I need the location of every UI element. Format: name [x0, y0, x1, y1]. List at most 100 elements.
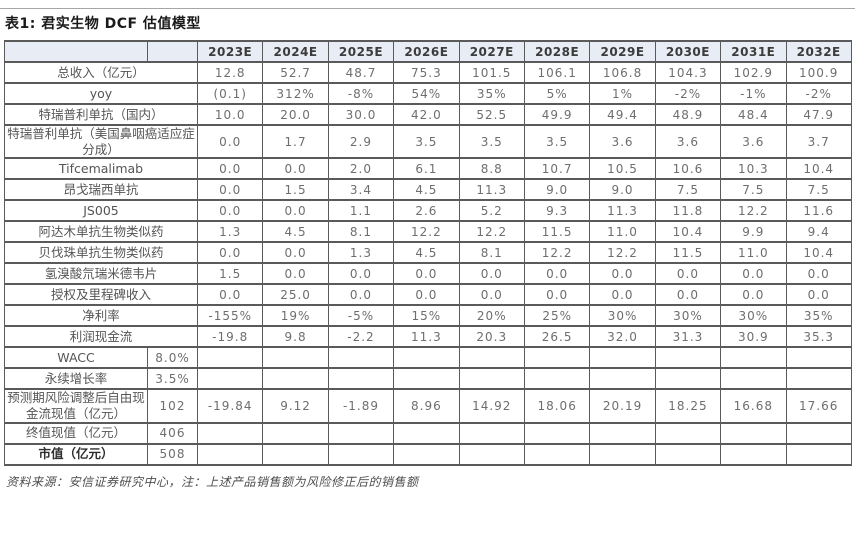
value-cell: 0.0	[196, 199, 264, 223]
value-cell	[196, 346, 264, 370]
value-cell: 0.0	[458, 262, 525, 286]
value-cell: 0.0	[523, 262, 591, 286]
value-cell: 102.9	[720, 61, 787, 84]
value-cell: 25%	[523, 304, 591, 328]
value-cell: 0.0	[458, 283, 525, 307]
value-cell: 0.0	[720, 283, 787, 307]
value-cell: -2%	[785, 82, 852, 105]
value-cell: 48.7	[327, 61, 395, 84]
value-cell: 12.2	[589, 241, 656, 265]
table-row: 阿达木单抗生物类似药 1.3 4.5 8.1 12.2 12.2 11.5 11.0 10.4 9…	[4, 220, 852, 244]
value-cell: 15%	[393, 304, 460, 328]
value-cell: 16.68	[720, 388, 787, 424]
year-header-2023e: 2023E	[196, 40, 264, 63]
value-cell: 0.0	[196, 178, 264, 202]
value-cell: 0.0	[327, 262, 395, 286]
year-header-2024e: 2024E	[262, 40, 329, 63]
value-cell	[589, 442, 656, 466]
value-cell: -1%	[720, 82, 787, 105]
year-header-2028e: 2028E	[523, 40, 591, 63]
value-cell	[262, 442, 329, 466]
value-cell: 6.1	[393, 157, 460, 181]
value-cell: 0.0	[262, 199, 329, 223]
value-cell: 106.8	[589, 61, 656, 84]
value-cell: (0.1)	[196, 82, 264, 105]
value-cell: 11.6	[785, 199, 852, 223]
value-cell	[523, 346, 591, 370]
value-cell: 4.5	[262, 220, 329, 244]
value-cell: 5.2	[458, 199, 525, 223]
value-cell: 49.9	[523, 103, 591, 126]
value-cell: 312%	[262, 82, 329, 105]
value-cell: 8.1	[327, 220, 395, 244]
year-header-2031e: 2031E	[720, 40, 787, 63]
table-row: 特瑞普利单抗（国内） 10.0 20.0 30.0 42.0 52.5 49.9 49.4 48…	[4, 103, 852, 126]
value-cell	[785, 367, 852, 391]
year-header-2027e: 2027E	[458, 40, 525, 63]
value-cell: 0.0	[720, 262, 787, 286]
value-cell: -155%	[196, 304, 264, 328]
value-cell: 9.0	[523, 178, 591, 202]
value-cell	[720, 442, 787, 466]
value-cell: 0.0	[262, 157, 329, 181]
value-cell: 2.9	[327, 123, 395, 160]
value-cell: 48.4	[720, 103, 787, 126]
value-cell: 11.5	[654, 241, 722, 265]
value-cell: 0.0	[523, 283, 591, 307]
value-cell	[720, 346, 787, 370]
row-label: 昂戈瑞西单抗	[4, 178, 198, 202]
header-label-blank	[4, 40, 148, 63]
year-header-2026e: 2026E	[393, 40, 460, 63]
value-cell: 19%	[262, 304, 329, 328]
value-cell: 0.0	[589, 262, 656, 286]
value-cell: 104.3	[654, 61, 722, 84]
source-note: 资料来源：安信证券研究中心，注：上述产品销售额为风险修正后的销售额	[6, 474, 419, 489]
year-header-2030e: 2030E	[654, 40, 722, 63]
table-row: 永续增长率 3.5%	[4, 367, 852, 391]
table-row: JS005 0.0 0.0 1.1 2.6 5.2 9.3 11.3 11.8 12.2 11.6	[4, 199, 852, 223]
value-cell	[327, 442, 395, 466]
value-cell	[262, 346, 329, 370]
value-cell: 8.1	[458, 241, 525, 265]
table-title: 表1: 君实生物 DCF 估值模型	[5, 16, 201, 32]
value-cell: 10.4	[654, 220, 722, 244]
value-cell: 3.6	[720, 123, 787, 160]
value-cell: 9.12	[262, 388, 329, 424]
value-cell: 11.3	[393, 325, 460, 349]
value-cell: 18.25	[654, 388, 722, 424]
value-cell: 3.6	[654, 123, 722, 160]
row-label: 永续增长率	[4, 367, 148, 391]
row-param-value: 508	[147, 442, 198, 466]
value-cell: 7.5	[654, 178, 722, 202]
report-page: 表1: 君实生物 DCF 估值模型 2023E 2024E 2025E 2026E 20…	[0, 8, 855, 535]
value-cell: 3.5	[393, 123, 460, 160]
value-cell: 47.9	[785, 103, 852, 126]
value-cell: 49.4	[589, 103, 656, 126]
value-cell	[785, 442, 852, 466]
value-cell: 7.5	[720, 178, 787, 202]
value-cell	[458, 367, 525, 391]
row-label: 特瑞普利单抗（美国鼻咽癌适应症分成）	[4, 123, 198, 160]
table-row: 总收入（亿元） 12.8 52.7 48.7 75.3 101.5 106.1 106.8 10…	[4, 61, 852, 84]
value-cell	[523, 442, 591, 466]
row-label: 总收入（亿元）	[4, 61, 198, 84]
value-cell: 30%	[654, 304, 722, 328]
value-cell: 0.0	[262, 241, 329, 265]
value-cell	[393, 442, 460, 466]
table-row: 氢溴酸氘瑞米德韦片 1.5 0.0 0.0 0.0 0.0 0.0 0.0 0.0 0.0 0.0	[4, 262, 852, 286]
row-label: yoy	[4, 82, 198, 105]
value-cell: 12.2	[393, 220, 460, 244]
table-row: 特瑞普利单抗（美国鼻咽癌适应症分成） 0.0 1.7 2.9 3.5 3.5 3.5 3.6 3…	[4, 123, 852, 160]
value-cell: 10.7	[523, 157, 591, 181]
value-cell: 52.7	[262, 61, 329, 84]
value-cell	[785, 346, 852, 370]
value-cell: 1%	[589, 82, 656, 105]
table-row: WACC 8.0%	[4, 346, 852, 370]
value-cell: 8.96	[393, 388, 460, 424]
value-cell: 3.7	[785, 123, 852, 160]
value-cell	[327, 346, 395, 370]
value-cell	[196, 442, 264, 466]
value-cell	[196, 367, 264, 391]
row-label: 市值（亿元）	[4, 442, 148, 466]
value-cell: 0.0	[589, 283, 656, 307]
